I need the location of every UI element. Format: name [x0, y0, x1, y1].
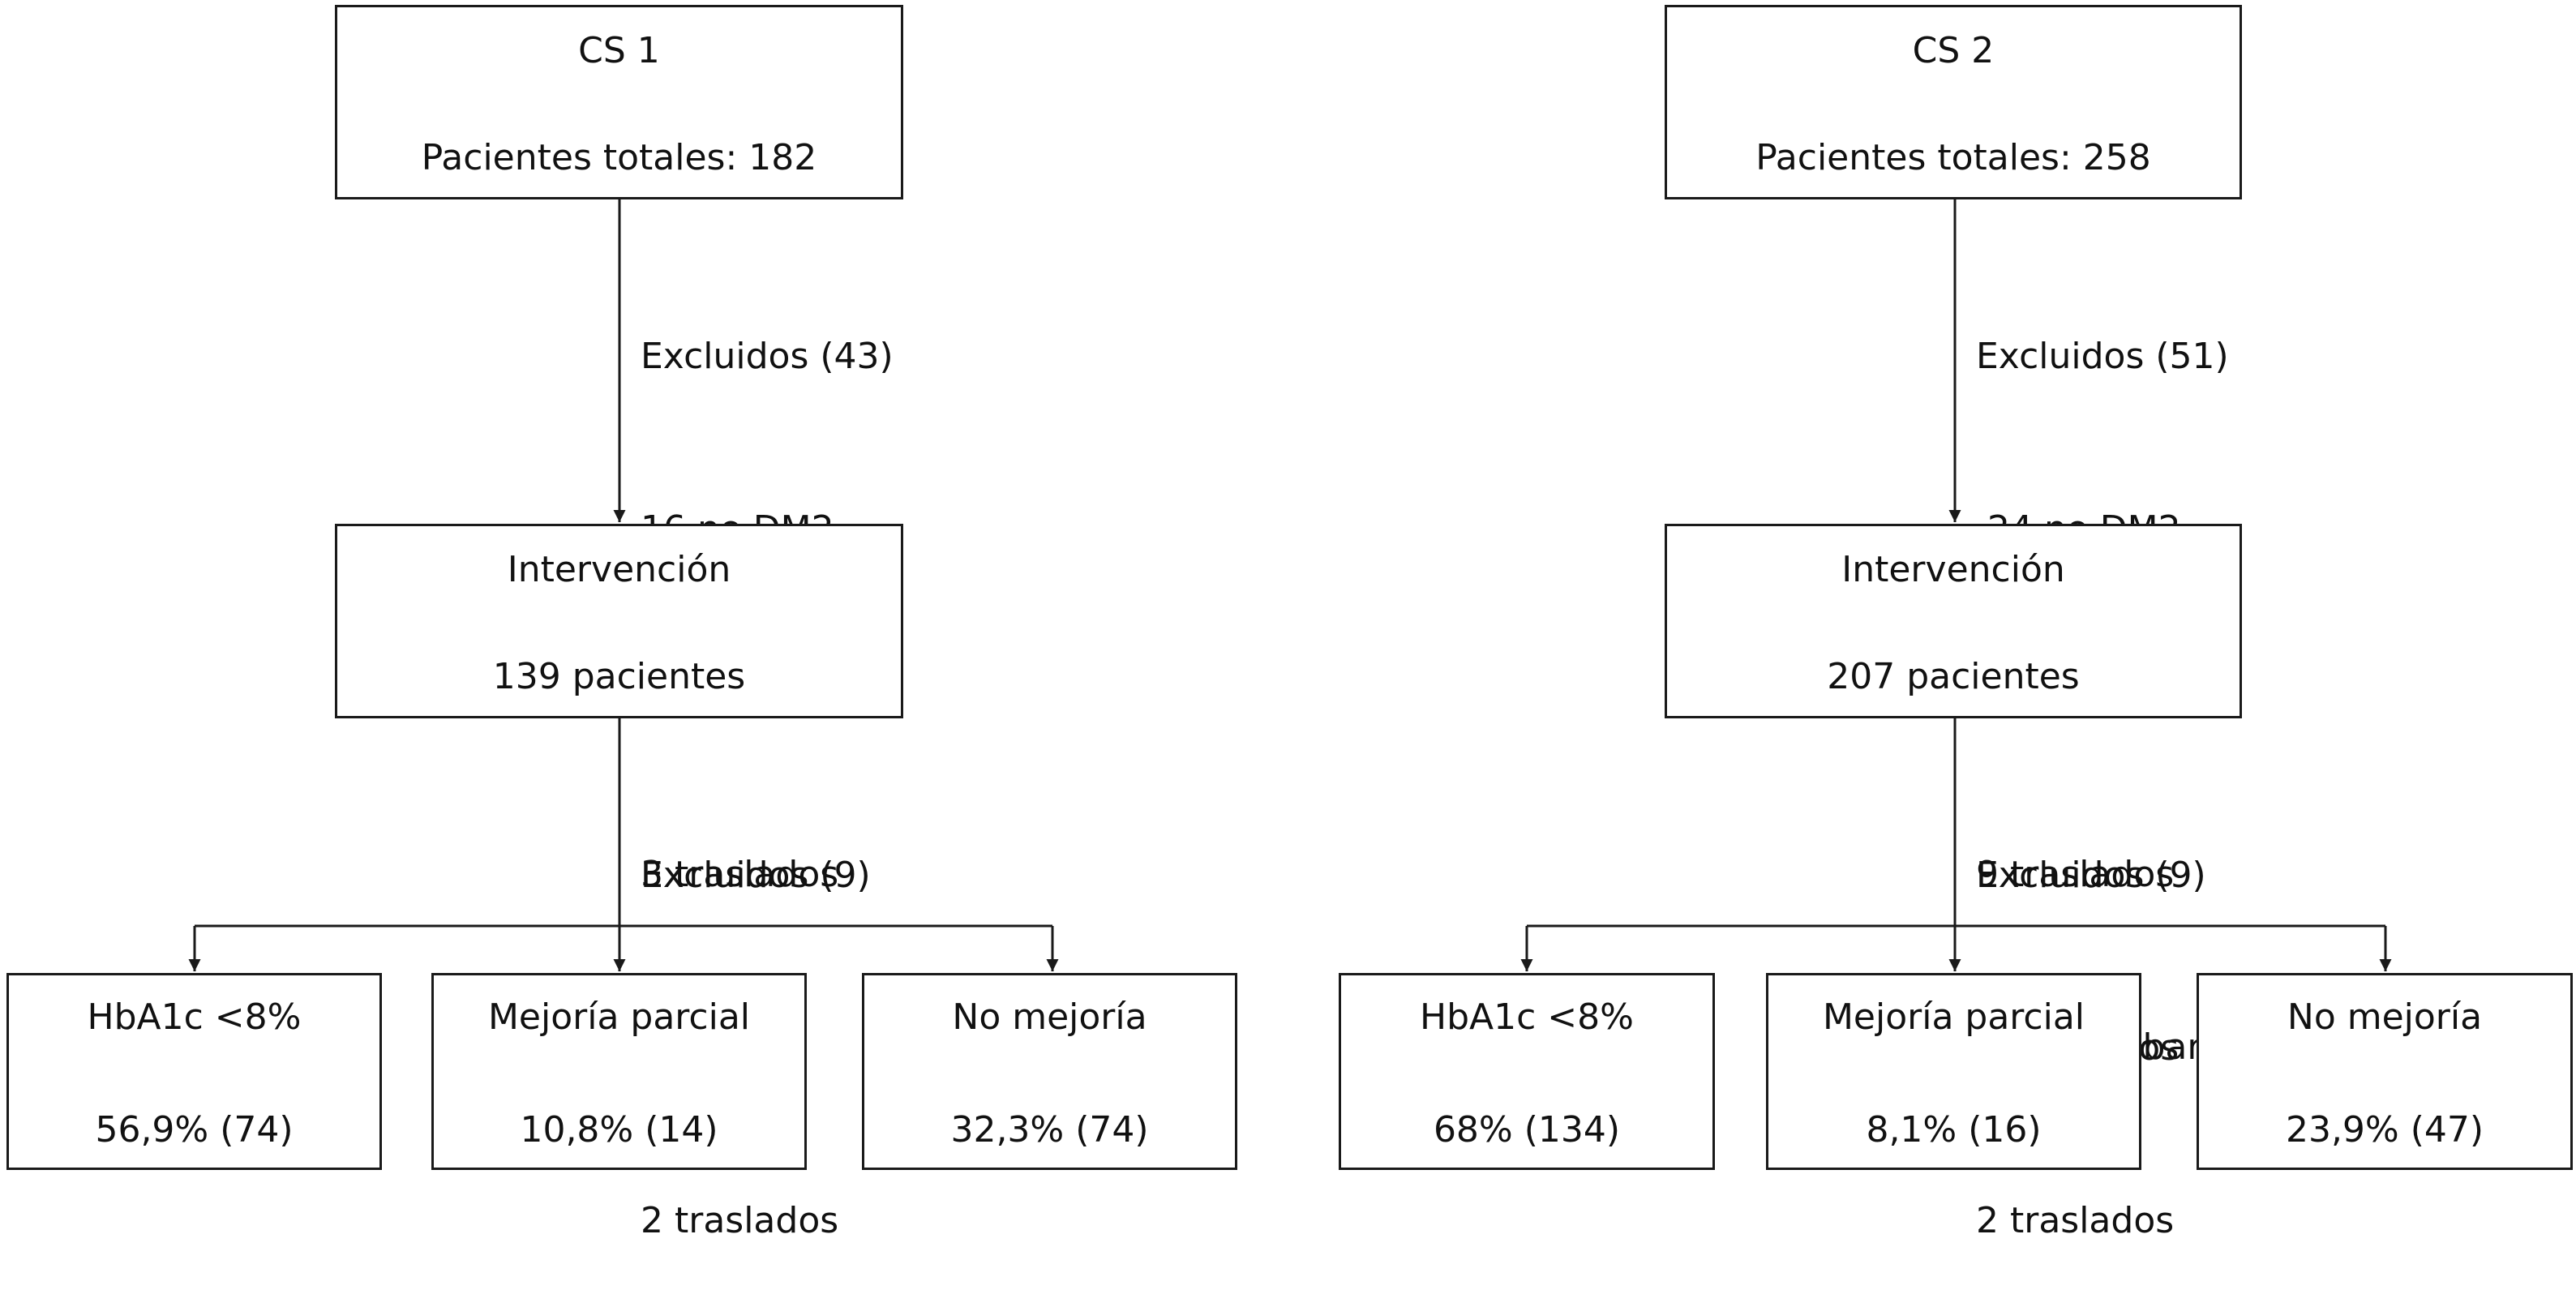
cs1-exclusions-2-header: Excluidos (9)	[641, 855, 871, 896]
cs1-top-total: Pacientes totales: 182	[421, 137, 817, 178]
cs1-top-title: CS 1	[578, 30, 660, 71]
cs1-result-hba1c-title: HbA1c <8%	[87, 996, 302, 1038]
cs2-result-partial-box: Mejoría parcial 8,1% (16)	[1766, 973, 2141, 1170]
cs2-exclusions-1-header: Excluidos (51)	[1976, 336, 2229, 377]
cs2-result-none-box: No mejoría 23,9% (47)	[2197, 973, 2573, 1170]
cs2-intervention-count: 207 pacientes	[1827, 656, 2080, 697]
cs1-result-none-value: 32,3% (74)	[950, 1109, 1149, 1151]
cs1-result-partial-value: 10,8% (14)	[520, 1109, 718, 1151]
cs2-intervention-title: Intervención	[1841, 549, 2065, 590]
cs1-exclusions-2-line: 2 traslados	[641, 1200, 839, 1241]
cs1-result-partial-box: Mejoría parcial 10,8% (14)	[431, 973, 807, 1170]
cs2-result-hba1c-box: HbA1c <8% 68% (134)	[1339, 973, 1715, 1170]
cs1-exclusions-1-line: 3 traslados	[641, 854, 839, 895]
cs1-result-none-box: No mejoría 32,3% (74)	[862, 973, 1237, 1170]
cs1-intervention-box: Intervención 139 pacientes	[335, 524, 903, 718]
cs1-intervention-title: Intervención	[507, 549, 731, 590]
cs1-result-hba1c-box: HbA1c <8% 56,9% (74)	[6, 973, 382, 1170]
cs1-result-hba1c-value: 56,9% (74)	[95, 1109, 294, 1151]
cs2-exclusions-1-line: 9 traslados	[1976, 854, 2175, 895]
cs2-exclusions-2-header: Excluidos (9)	[1976, 855, 2206, 896]
cs2-intervention-box: Intervención 207 pacientes	[1665, 524, 2242, 718]
cs2-result-none-value: 23,9% (47)	[2285, 1109, 2484, 1151]
cs2-result-partial-title: Mejoría parcial	[1822, 996, 2085, 1038]
cs2-result-hba1c-value: 68% (134)	[1433, 1109, 1621, 1151]
cs1-result-partial-title: Mejoría parcial	[487, 996, 751, 1038]
cs2-result-partial-value: 8,1% (16)	[1866, 1109, 2042, 1151]
cs1-result-none-title: No mejoría	[952, 996, 1147, 1038]
flow-connectors	[188, 199, 2392, 971]
cs2-exclusions-2-line: 2 traslados	[1976, 1200, 2175, 1241]
cs1-intervention-count: 139 pacientes	[492, 656, 746, 697]
cs2-result-hba1c-title: HbA1c <8%	[1420, 996, 1634, 1038]
cs2-top-total: Pacientes totales: 258	[1755, 137, 2151, 178]
cs2-result-none-title: No mejoría	[2287, 996, 2483, 1038]
cs1-exclusions-1-header: Excluidos (43)	[641, 336, 894, 377]
cs1-top-box: CS 1 Pacientes totales: 182	[335, 5, 903, 199]
cs2-top-title: CS 2	[1912, 30, 1995, 71]
cs2-top-box: CS 2 Pacientes totales: 258	[1665, 5, 2242, 199]
